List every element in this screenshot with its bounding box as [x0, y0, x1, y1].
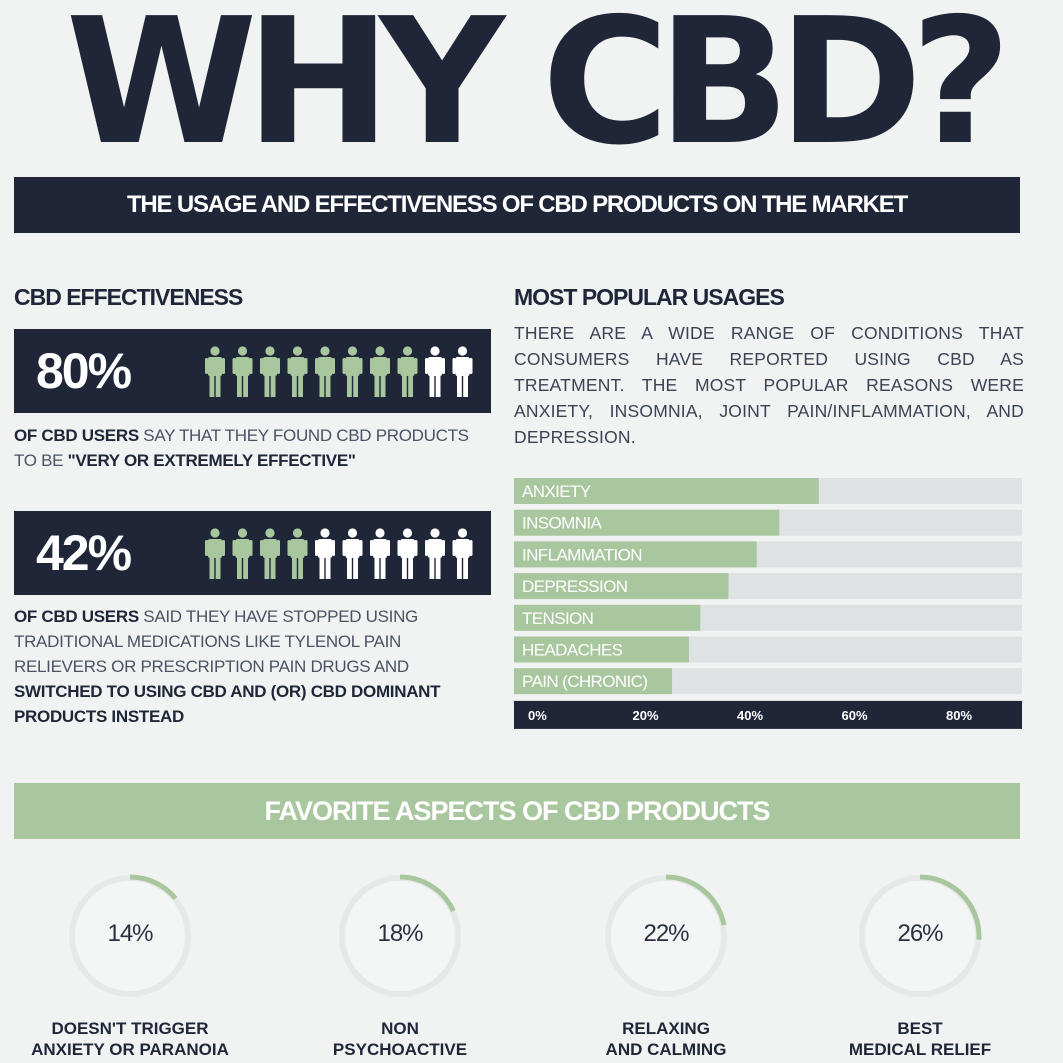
- donut-chart: [338, 874, 462, 998]
- person-icon: [260, 528, 280, 579]
- donut-center: [345, 881, 455, 991]
- bar-label: TENSION: [522, 609, 593, 628]
- donut-caption: RELAXING AND CALMING: [536, 1018, 796, 1060]
- bar-anxiety: [514, 478, 819, 504]
- person-icon: [342, 528, 363, 579]
- person-icon: [287, 346, 308, 397]
- subtitle-banner: THE USAGE AND EFFECTIVENESS OF CBD PRODU…: [14, 177, 1020, 233]
- donut-center: [865, 881, 975, 991]
- person-icon: [397, 528, 418, 579]
- subtitle-text: THE USAGE AND EFFECTIVENESS OF CBD PRODU…: [126, 191, 908, 218]
- person-icon: [232, 346, 253, 397]
- person-icon: [452, 528, 473, 579]
- favorites-heading: FAVORITE ASPECTS OF CBD PRODUCTS: [264, 795, 770, 826]
- stat-description-42: OF CBD USERS SAID THEY HAVE STOPPED USIN…: [14, 604, 494, 729]
- person-icon: [425, 528, 445, 579]
- bar-label: DEPRESSION: [522, 577, 627, 596]
- caption-line: DOESN'T TRIGGER: [51, 1019, 209, 1038]
- person-icon: [232, 528, 253, 579]
- stat-bold-tail: SWITCHED TO USING CBD AND (OR) CBD DOMIN…: [14, 682, 441, 726]
- caption-line: AND CALMING: [605, 1040, 727, 1059]
- x-tick-label: 40%: [737, 708, 763, 723]
- caption-line: RELAXING: [622, 1019, 710, 1038]
- donut-chart: [858, 874, 982, 998]
- donut-arc: [338, 874, 462, 998]
- stat-bold-tail: "VERY OR EXTREMELY EFFECTIVE": [67, 451, 356, 470]
- donut-caption: BEST MEDICAL RELIEF: [790, 1018, 1050, 1060]
- x-axis-band: [514, 700, 1022, 729]
- donut-caption: DOESN'T TRIGGER ANXIETY OR PARANOIA: [0, 1018, 260, 1060]
- stat-plain: SAY THAT THEY FOUND CBD PRODUCTS TO BE: [14, 426, 469, 470]
- donut-chart: [604, 874, 728, 998]
- usages-bar-chart: ANXIETY INSOMNIA INFLAMMATION DEPRESSION TEN…: [514, 478, 1022, 729]
- caption-line: MEDICAL RELIEF: [848, 1040, 992, 1059]
- caption-line: NON: [381, 1019, 419, 1038]
- bar-depression: [514, 573, 729, 600]
- person-icon: [370, 528, 390, 579]
- donut-chart: [68, 874, 192, 998]
- people-icons: [205, 346, 473, 397]
- effectiveness-heading: CBD EFFECTIVENESS: [14, 284, 243, 310]
- usages-paragraph: THERE ARE A WIDE RANGE OF CONDITIONS THA…: [514, 323, 1024, 447]
- bar-label: ANXIETY: [522, 482, 591, 501]
- x-tick-label: 20%: [633, 708, 659, 723]
- caption-line: BEST: [897, 1019, 943, 1038]
- person-icon: [287, 528, 308, 579]
- stat-bold-lead: OF CBD USERS: [14, 426, 139, 445]
- bar-label: PAIN (CHRONIC): [522, 672, 647, 691]
- bar-label: INSOMNIA: [522, 514, 603, 533]
- donut-center: [611, 881, 721, 991]
- donut-percent: 26%: [897, 920, 943, 947]
- bar-pain-chronic: [514, 668, 673, 695]
- donut-percent: 18%: [377, 920, 423, 947]
- bar-label: HEADACHES: [522, 641, 623, 660]
- bar-insomnia: [514, 509, 780, 536]
- donut-center: [75, 881, 185, 991]
- stat-box-80: 80%: [14, 329, 491, 413]
- favorites-banner: FAVORITE ASPECTS OF CBD PRODUCTS: [14, 783, 1020, 839]
- donut-arc: [604, 874, 728, 998]
- page-title: WHY CBD?: [65, 0, 1012, 184]
- person-icon: [315, 528, 335, 579]
- donut-arc: [858, 874, 982, 998]
- x-tick-label: 0%: [528, 708, 547, 723]
- person-icon: [315, 346, 335, 397]
- x-tick-label: 60%: [842, 708, 868, 723]
- donut-percent: 22%: [643, 920, 689, 947]
- donut-percent: 14%: [107, 920, 153, 947]
- stat-percent: 80%: [36, 343, 132, 399]
- donut-caption: NON PSYCHOACTIVE: [270, 1018, 530, 1060]
- people-icons: [205, 528, 473, 579]
- person-icon: [452, 346, 473, 397]
- person-icon: [397, 346, 418, 397]
- stat-box-42: 42%: [14, 511, 491, 595]
- bar-inflammation: [514, 541, 757, 568]
- bar-tension: [514, 604, 701, 631]
- person-icon: [370, 346, 390, 397]
- usages-heading: MOST POPULAR USAGES: [514, 284, 785, 310]
- person-icon: [260, 346, 280, 397]
- person-icon: [205, 528, 225, 579]
- stat-plain: SAID THEY HAVE STOPPED USING TRADITIONAL…: [14, 607, 418, 676]
- stat-percent: 42%: [36, 525, 132, 581]
- person-icon: [342, 346, 363, 397]
- person-icon: [205, 346, 225, 397]
- person-icon: [425, 346, 445, 397]
- bar-headaches: [514, 636, 689, 663]
- stat-description-80: OF CBD USERS SAY THAT THEY FOUND CBD PRO…: [14, 423, 494, 473]
- caption-line: ANXIETY OR PARANOIA: [31, 1040, 229, 1059]
- bar-label: INFLAMMATION: [522, 545, 642, 564]
- x-tick-label: 80%: [946, 708, 972, 723]
- caption-line: PSYCHOACTIVE: [332, 1040, 468, 1059]
- donut-arc: [68, 874, 192, 998]
- stat-bold-lead: OF CBD USERS: [14, 607, 139, 626]
